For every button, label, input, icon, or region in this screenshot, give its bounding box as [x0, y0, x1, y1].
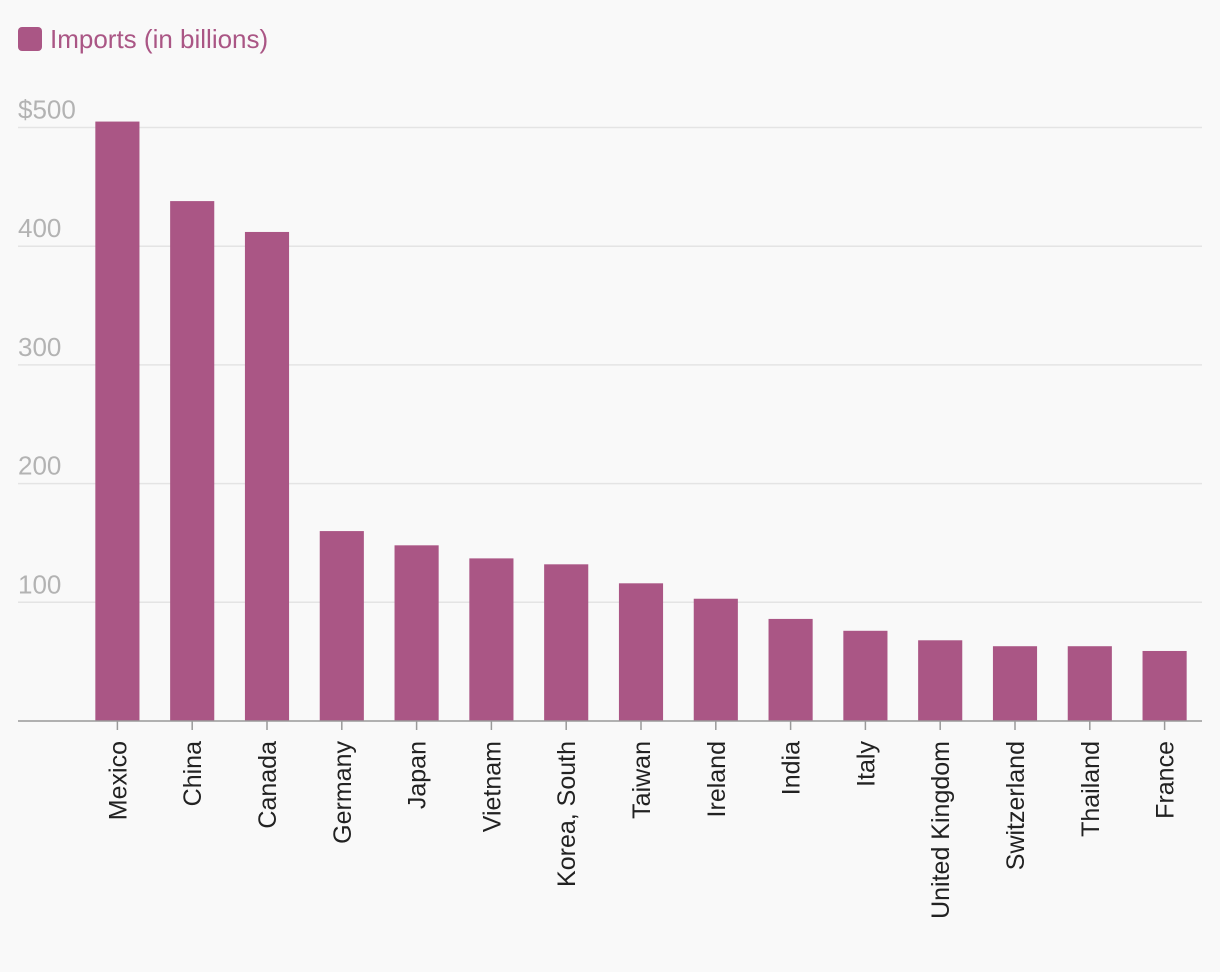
bar-ireland[interactable] — [693, 598, 738, 721]
x-tick-label: Japan — [404, 741, 432, 809]
bar-vietnam[interactable] — [469, 558, 514, 721]
x-tick-label: Germany — [329, 741, 357, 844]
x-axis-tick-labels: Mexico China Canada Germany Japan Vietnam Kore… — [104, 741, 1179, 919]
y-tick-label: $500 — [18, 95, 76, 125]
bars — [95, 121, 1187, 721]
y-tick-label: 400 — [18, 213, 61, 243]
bar-china[interactable] — [170, 201, 215, 721]
x-tick-label: Korea, South — [553, 741, 581, 887]
bar-germany[interactable] — [319, 531, 364, 721]
x-tick-label: China — [179, 741, 207, 806]
bar-canada[interactable] — [244, 231, 290, 721]
gridlines — [18, 126, 1202, 604]
x-tick-label: Mexico — [104, 741, 132, 820]
x-axis — [18, 720, 1202, 730]
legend-label: Imports (in billions) — [50, 24, 268, 54]
x-tick-label: Ireland — [703, 741, 731, 817]
bar-france[interactable] — [1142, 650, 1187, 721]
legend-swatch — [18, 27, 42, 51]
bar-japan[interactable] — [394, 545, 439, 721]
x-tick-label: France — [1152, 741, 1180, 819]
y-tick-label: 200 — [18, 451, 61, 481]
x-tick-label: Switzerland — [1002, 741, 1030, 870]
legend[interactable]: Imports (in billions) — [18, 24, 268, 54]
bar-switzerland[interactable] — [992, 646, 1038, 721]
x-tick-label: Italy — [852, 741, 880, 787]
bar-italy[interactable] — [843, 630, 888, 721]
bar-india[interactable] — [768, 618, 813, 721]
x-tick-label: Taiwan — [628, 741, 656, 819]
y-tick-label: 300 — [18, 332, 61, 362]
bar-thailand[interactable] — [1067, 646, 1112, 721]
x-tick-label: India — [778, 741, 806, 795]
bar-taiwan[interactable] — [618, 583, 664, 721]
y-tick-label: 100 — [18, 569, 61, 599]
x-tick-label: Thailand — [1077, 741, 1105, 837]
bar-united-kingdom[interactable] — [918, 640, 963, 721]
x-tick-label: United Kingdom — [927, 741, 955, 919]
x-tick-label: Vietnam — [478, 741, 506, 832]
bar-korea-south[interactable] — [544, 564, 589, 721]
y-axis-tick-labels: 100 200 300 400 $500 — [18, 95, 76, 600]
x-tick-label: Canada — [254, 741, 282, 829]
bar-mexico[interactable] — [95, 121, 140, 721]
